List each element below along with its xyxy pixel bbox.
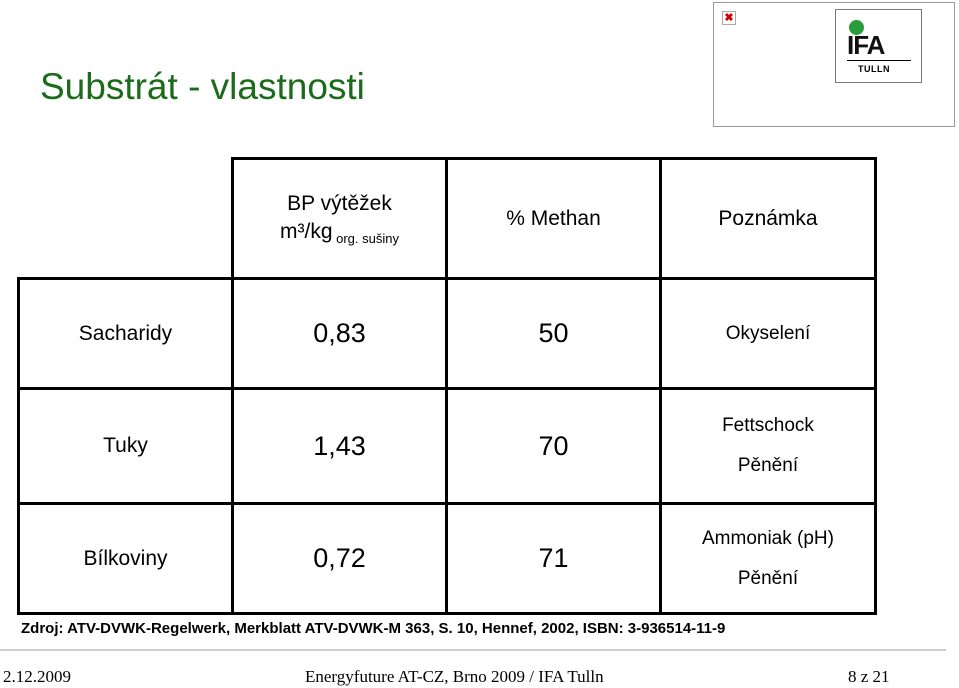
note-line1: Fettschock [722, 415, 814, 436]
table-row: Sacharidy 0,83 50 Okyselení [17, 277, 877, 390]
yield-value: 0,72 [231, 502, 448, 615]
footer-page-number: 8 z 21 [848, 667, 890, 686]
methane-value: 71 [445, 502, 662, 615]
note-cell: Okyselení [659, 277, 877, 390]
table-row: Bílkoviny 0,72 71 Ammoniak (pH) Pěnění [17, 502, 877, 615]
slide-title: Substrát - vlastnosti [40, 66, 365, 107]
logo-frame: ✖ IFA TULLN [713, 2, 955, 127]
header-yield-sub: org. sušiny [332, 230, 399, 246]
note-cell: Fettschock Pěnění [659, 387, 877, 505]
header-note: Poznámka [659, 157, 877, 280]
header-methane: % Methan [445, 157, 662, 280]
ifa-tulln-logo: IFA TULLN [835, 9, 922, 83]
table-header-row: BP výtěžek m³/kg org. sušiny % Methan Po… [19, 157, 877, 280]
header-yield: BP výtěžek m³/kg org. sušiny [231, 157, 448, 280]
ifa-logo-mark: IFA [847, 30, 887, 56]
note-line2: Pěnění [737, 567, 799, 589]
yield-value: 1,43 [231, 387, 448, 505]
broken-image-icon: ✖ [722, 11, 736, 25]
note-line1: Ammoniak (pH) [702, 527, 834, 549]
table-row: Tuky 1,43 70 Fettschock Pěnění [17, 387, 877, 505]
note-cell: Ammoniak (pH) Pěnění [659, 502, 877, 615]
note-line1: Okyselení [725, 322, 811, 344]
substrate-properties-table: BP výtěžek m³/kg org. sušiny % Methan Po… [17, 157, 877, 615]
note-line2: Pěnění [737, 455, 799, 476]
footer-date: 2.12.2009 [3, 667, 71, 686]
header-yield-unit: m³/kg [280, 219, 333, 243]
row-label: Sacharidy [17, 277, 234, 390]
footer-divider [0, 649, 946, 651]
header-yield-line1: BP výtěžek [287, 191, 392, 215]
logo-divider [847, 60, 911, 61]
source-citation: Zdroj: ATV-DVWK-Regelwerk, Merkblatt ATV… [21, 620, 726, 637]
empty-header-cell [19, 159, 233, 279]
footer-event: Energyfuture AT-CZ, Brno 2009 / IFA Tull… [305, 667, 604, 686]
row-label: Bílkoviny [17, 502, 234, 615]
logo-green-dot-icon [849, 20, 864, 35]
logo-brand-text: IFA [847, 30, 886, 56]
row-label: Tuky [17, 387, 234, 505]
yield-value: 0,83 [231, 277, 448, 390]
header-yield-line2: m³/kg org. sušiny [234, 220, 445, 246]
logo-subtitle: TULLN [858, 64, 890, 74]
methane-value: 70 [445, 387, 662, 505]
methane-value: 50 [445, 277, 662, 390]
